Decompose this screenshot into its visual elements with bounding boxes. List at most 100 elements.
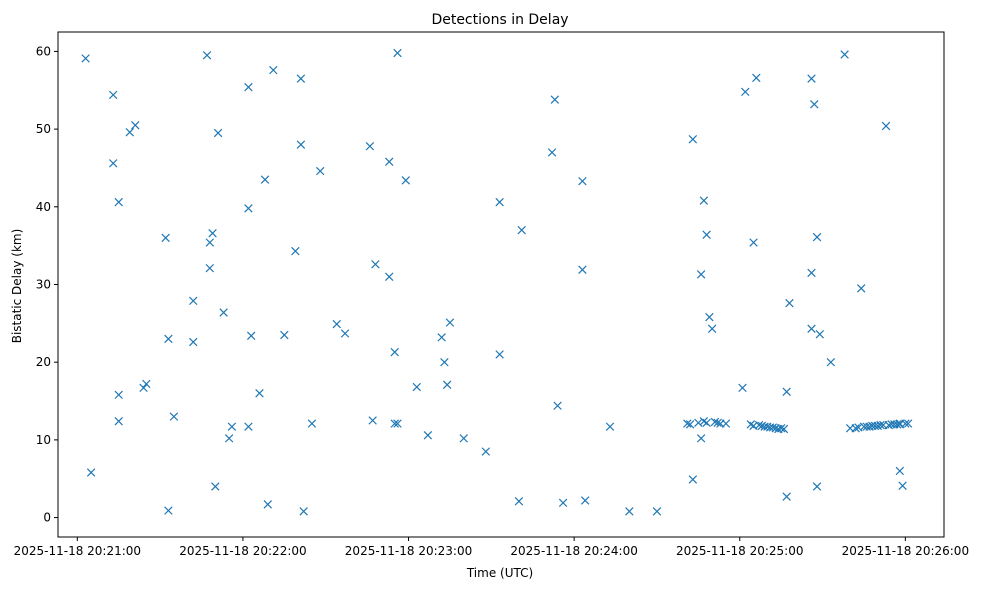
plot-frame (57, 31, 945, 538)
data-point (114, 417, 123, 426)
data-point (840, 50, 849, 59)
data-point (746, 420, 756, 429)
x-tick-label: 2025-11-18 20:24:00 (510, 544, 637, 558)
data-point (749, 238, 758, 247)
data-point (108, 159, 118, 168)
data-point (580, 496, 590, 505)
data-points (81, 48, 913, 516)
x-tick-label: 2025-11-18 20:22:00 (179, 544, 306, 558)
data-point (393, 48, 402, 58)
data-point (807, 324, 816, 334)
data-point (754, 420, 764, 430)
data-point (892, 420, 902, 429)
data-point (705, 312, 714, 322)
data-point (161, 233, 170, 243)
data-point (255, 389, 264, 398)
data-point (263, 500, 272, 509)
x-tick-label: 2025-11-18 20:26:00 (842, 544, 969, 558)
data-point (401, 176, 410, 185)
data-point (785, 298, 794, 308)
data-point (699, 196, 709, 205)
data-point (371, 260, 380, 269)
data-point (224, 434, 234, 443)
data-point (696, 270, 706, 279)
y-tick-label: 60 (36, 44, 51, 58)
data-point (696, 434, 706, 443)
data-point (807, 268, 816, 278)
data-point (164, 334, 173, 344)
data-point (710, 417, 720, 427)
data-point (702, 418, 711, 428)
data-point (114, 390, 123, 400)
data-point (244, 204, 253, 213)
data-point (578, 265, 587, 274)
data-point (856, 284, 866, 293)
data-point (652, 507, 662, 516)
data-point (423, 430, 433, 440)
data-point (699, 417, 709, 426)
data-point (481, 447, 491, 456)
y-axis-label: Bistatic Delay (km) (10, 229, 24, 344)
data-point (244, 82, 253, 92)
data-point (365, 141, 375, 151)
data-point (815, 329, 825, 339)
data-point (495, 350, 504, 359)
data-point (208, 228, 217, 238)
y-tick-label: 30 (36, 278, 51, 292)
data-point (876, 420, 885, 430)
y-tick-label: 50 (36, 122, 51, 136)
data-point (125, 127, 134, 137)
data-point (768, 423, 778, 432)
data-point (81, 54, 90, 63)
data-point (517, 225, 526, 235)
data-point (895, 466, 905, 476)
data-point (741, 87, 750, 97)
x-tick-label: 2025-11-18 20:25:00 (676, 544, 803, 558)
data-point (219, 308, 228, 317)
data-point (898, 481, 907, 490)
x-tick-label: 2025-11-18 20:23:00 (345, 544, 472, 558)
data-point (307, 419, 317, 428)
data-point (169, 412, 179, 421)
data-point (340, 329, 350, 338)
data-point (108, 90, 118, 100)
data-point (246, 331, 256, 341)
x-axis: 2025-11-18 20:21:00 2025-11-18 20:22:00 20… (14, 537, 969, 558)
y-tick-label: 20 (36, 355, 51, 369)
data-point (244, 422, 253, 431)
data-point (779, 424, 789, 434)
data-point (202, 51, 212, 60)
data-point (205, 263, 215, 273)
data-point (826, 357, 836, 367)
data-point (164, 506, 173, 515)
data-point (721, 419, 731, 428)
data-point (213, 128, 223, 138)
data-point (368, 416, 377, 425)
data-point (738, 383, 747, 393)
y-tick-label: 40 (36, 200, 51, 214)
data-point (442, 380, 452, 389)
data-point (280, 330, 289, 340)
data-point (296, 74, 306, 83)
data-point (901, 419, 910, 428)
data-point (291, 246, 300, 256)
data-point (393, 419, 402, 428)
data-point (142, 379, 151, 389)
data-point (578, 176, 587, 186)
data-point (713, 418, 722, 428)
data-point (227, 422, 237, 431)
data-point (384, 272, 394, 281)
data-point (445, 318, 455, 327)
data-point (547, 148, 557, 157)
data-point (384, 157, 394, 166)
data-point (211, 482, 220, 491)
data-point (440, 357, 449, 367)
data-point (688, 134, 698, 144)
data-point (514, 497, 524, 506)
data-point (205, 238, 215, 247)
data-point (459, 434, 468, 443)
data-point (807, 74, 816, 83)
data-point (810, 100, 819, 109)
y-tick-label: 0 (43, 511, 51, 525)
